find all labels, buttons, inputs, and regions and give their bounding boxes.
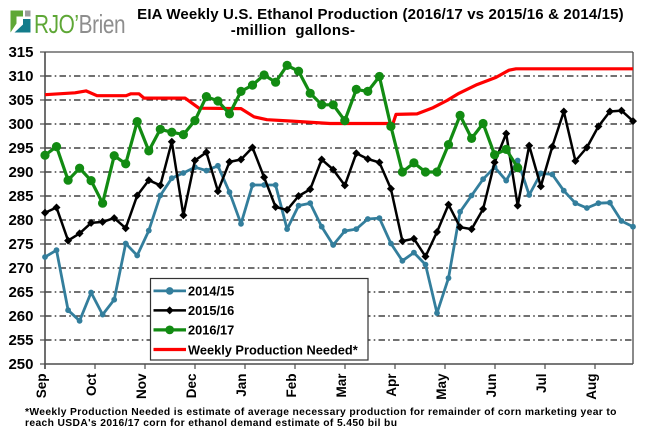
svg-text:Mar: Mar xyxy=(334,373,349,398)
svg-text:2016/17: 2016/17 xyxy=(188,323,234,338)
svg-text:Nov: Nov xyxy=(134,373,149,399)
svg-text:Jan: Jan xyxy=(234,374,249,397)
svg-text:Feb: Feb xyxy=(284,374,299,398)
svg-text:290: 290 xyxy=(8,164,33,181)
svg-text:Weekly Production Needed*: Weekly Production Needed* xyxy=(188,342,358,357)
svg-text:2014/15: 2014/15 xyxy=(188,284,234,299)
svg-text:Oct: Oct xyxy=(84,373,99,396)
svg-text:310: 310 xyxy=(8,68,33,85)
svg-text:255: 255 xyxy=(8,332,33,349)
svg-text:Jul: Jul xyxy=(534,374,549,394)
svg-text:May: May xyxy=(434,373,449,400)
svg-text:Dec: Dec xyxy=(184,373,199,398)
svg-text:315: 315 xyxy=(8,44,33,61)
svg-text:280: 280 xyxy=(8,212,33,229)
svg-text:285: 285 xyxy=(8,188,33,205)
svg-text:Sep: Sep xyxy=(34,374,49,399)
svg-text:Aug: Aug xyxy=(584,374,599,400)
svg-text:265: 265 xyxy=(8,284,33,301)
svg-text:300: 300 xyxy=(8,116,33,133)
svg-text:270: 270 xyxy=(8,260,33,277)
svg-text:2015/16: 2015/16 xyxy=(188,303,234,318)
svg-text:Apr: Apr xyxy=(384,373,399,397)
svg-text:250: 250 xyxy=(8,356,33,373)
svg-text:295: 295 xyxy=(8,140,33,157)
svg-text:305: 305 xyxy=(8,92,33,109)
svg-text:260: 260 xyxy=(8,308,33,325)
svg-text:Jun: Jun xyxy=(484,374,499,398)
svg-text:275: 275 xyxy=(8,236,33,253)
